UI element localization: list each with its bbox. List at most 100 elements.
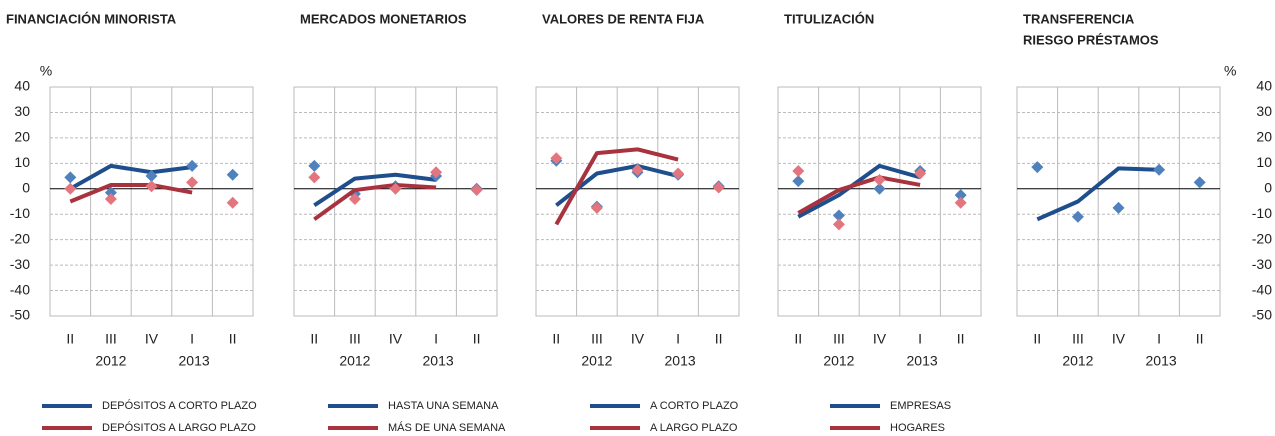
series-line xyxy=(313,182,437,221)
diamond-marker xyxy=(1071,210,1084,223)
y-tick-label: -30 xyxy=(10,256,30,272)
diamond-marker xyxy=(832,209,845,222)
y-tick-label: 0 xyxy=(22,179,30,195)
panel-title: TITULIZACIÓN xyxy=(784,11,874,26)
diamond-marker xyxy=(792,164,805,177)
legend-label: DEPÓSITOS A LARGO PLAZO xyxy=(102,421,256,434)
x-tick-label: I xyxy=(434,331,438,347)
x-tick-label: III xyxy=(105,331,117,347)
legend-label: HOGARES xyxy=(890,422,945,434)
legend-label: DEPÓSITOS A CORTO PLAZO xyxy=(102,399,257,412)
diamond-marker xyxy=(1193,176,1206,189)
x-tick-label: II xyxy=(715,331,723,347)
x-group-label: 2012 xyxy=(1062,353,1093,369)
y-tick-label: 30 xyxy=(14,103,30,119)
plot-frame xyxy=(293,86,498,317)
legend-label: HASTA UNA SEMANA xyxy=(388,400,499,412)
y-axis-label: % xyxy=(40,63,52,79)
y-tick-label: -20 xyxy=(1252,230,1272,246)
panel-title: RIESGO PRÉSTAMOS xyxy=(1023,32,1159,47)
x-tick-label: IV xyxy=(145,331,159,347)
panel-title: MERCADOS MONETARIOS xyxy=(300,11,467,26)
x-tick-label: IV xyxy=(631,331,645,347)
legend-label: EMPRESAS xyxy=(890,400,951,412)
x-group-label: 2012 xyxy=(95,353,126,369)
y-tick-label: 20 xyxy=(14,129,30,145)
series-line xyxy=(797,175,921,215)
y-tick-label: -40 xyxy=(10,281,30,297)
y-tick-label: -50 xyxy=(1252,307,1272,323)
x-tick-label: III xyxy=(1072,331,1084,347)
x-tick-label: IV xyxy=(873,331,887,347)
diamond-marker xyxy=(104,192,117,205)
x-tick-label: III xyxy=(349,331,361,347)
x-tick-label: II xyxy=(552,331,560,347)
plot-frame xyxy=(49,86,254,317)
diamond-marker xyxy=(590,201,603,214)
x-tick-label: II xyxy=(957,331,965,347)
x-group-label: 2013 xyxy=(1146,353,1177,369)
y-tick-label: -30 xyxy=(1252,256,1272,272)
diamond-marker xyxy=(954,189,967,202)
y-tick-label: 20 xyxy=(1256,129,1272,145)
diamond-marker xyxy=(430,166,443,179)
x-tick-label: II xyxy=(794,331,802,347)
plot-frame xyxy=(1016,86,1221,317)
diamond-marker xyxy=(186,159,199,172)
diamond-marker xyxy=(145,180,158,193)
series-line xyxy=(797,163,921,219)
panel-title: VALORES DE RENTA FIJA xyxy=(542,11,705,26)
legend-label: MÁS DE UNA SEMANA xyxy=(388,421,506,434)
diamond-marker xyxy=(186,176,199,189)
x-tick-label: II xyxy=(66,331,74,347)
y-tick-label: 40 xyxy=(1256,78,1272,94)
y-tick-label: 10 xyxy=(14,154,30,170)
diamond-marker xyxy=(145,170,158,183)
y-tick-label: 40 xyxy=(14,78,30,94)
diamond-marker xyxy=(64,182,77,195)
diamond-marker xyxy=(1031,161,1044,174)
plot-frame xyxy=(777,86,982,317)
diamond-marker xyxy=(873,173,886,186)
diamond-marker xyxy=(914,167,927,180)
x-tick-label: II xyxy=(229,331,237,347)
y-tick-label: 30 xyxy=(1256,103,1272,119)
x-group-label: 2012 xyxy=(581,353,612,369)
x-group-label: 2013 xyxy=(665,353,696,369)
plot-frame xyxy=(535,86,740,317)
diamond-marker xyxy=(226,168,239,181)
x-tick-label: IV xyxy=(389,331,403,347)
diamond-marker xyxy=(1153,163,1166,176)
diamond-marker xyxy=(104,186,117,199)
diamond-marker xyxy=(64,171,77,184)
x-tick-label: II xyxy=(310,331,318,347)
x-tick-label: II xyxy=(1196,331,1204,347)
x-tick-label: I xyxy=(190,331,194,347)
diamond-marker xyxy=(308,171,321,184)
series-line xyxy=(69,163,193,191)
y-tick-label: -20 xyxy=(10,230,30,246)
diamond-marker xyxy=(631,163,644,176)
x-group-label: 2013 xyxy=(179,353,210,369)
legend-label: A CORTO PLAZO xyxy=(650,400,739,412)
series-line xyxy=(313,172,437,207)
x-group-label: 2013 xyxy=(423,353,454,369)
x-group-label: 2013 xyxy=(907,353,938,369)
panel-title: FINANCIACIÓN MINORISTA xyxy=(6,11,177,26)
diamond-marker xyxy=(389,182,402,195)
x-tick-label: II xyxy=(1033,331,1041,347)
legend-label: A LARGO PLAZO xyxy=(650,422,738,434)
diamond-marker xyxy=(832,218,845,231)
x-group-label: 2012 xyxy=(823,353,854,369)
x-tick-label: IV xyxy=(1112,331,1126,347)
x-tick-label: I xyxy=(1157,331,1161,347)
y-tick-label: 0 xyxy=(1264,179,1272,195)
x-tick-label: III xyxy=(591,331,603,347)
diamond-marker xyxy=(954,196,967,209)
diamond-marker xyxy=(308,159,321,172)
series-line xyxy=(1036,166,1160,222)
y-axis-label: % xyxy=(1224,63,1236,79)
series-line xyxy=(69,182,193,204)
series-line xyxy=(554,147,679,226)
